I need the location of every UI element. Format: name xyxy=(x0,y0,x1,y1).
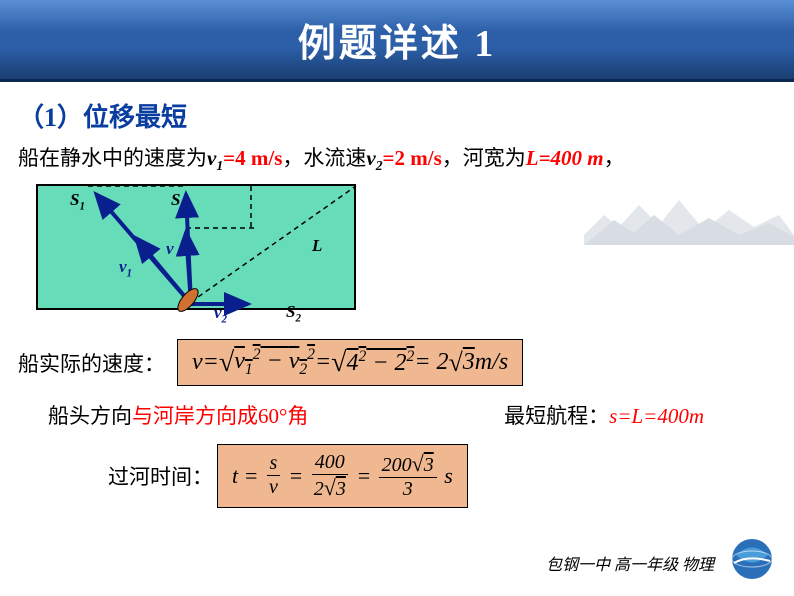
v1-var: v xyxy=(207,146,216,170)
globe-icon xyxy=(728,535,776,583)
content-area: （1）位移最短 船在静水中的速度为v1=4 m/s，水流速v2=2 m/s，河宽… xyxy=(0,82,794,523)
problem-prefix2: 水流速 xyxy=(303,146,366,170)
comma3: ， xyxy=(604,146,625,170)
label-S2: S2 xyxy=(286,302,301,324)
shortest-label: 最短航程： xyxy=(504,404,609,428)
river-diagram: S1 S S2 L v v1 v2 xyxy=(36,184,376,324)
problem-prefix3: 河宽为 xyxy=(463,146,526,170)
label-L: L xyxy=(312,236,322,256)
actual-speed-formula: v = √v12 − v22 = √42 − 22 = 2√3m/s xyxy=(177,339,523,386)
cross-time-line: 过河时间： t = sv = 4002√3 = 200√33 s xyxy=(108,444,776,508)
shortest-distance: 最短航程：s=L=400m xyxy=(504,400,704,430)
v2-value: =2 m/s xyxy=(383,146,442,170)
heading-shortest-line: 船头方向与河岸方向成60°角 最短航程：s=L=400m xyxy=(48,400,776,430)
comma1: ， xyxy=(282,146,303,170)
problem-prefix1: 船在静水中的速度为 xyxy=(18,146,207,170)
L-value: L=400 m xyxy=(526,146,604,170)
header-title: 例题详述 1 xyxy=(298,12,497,67)
heading-angle: 与河岸方向成60°角 xyxy=(132,404,308,428)
problem-statement: 船在静水中的速度为v1=4 m/s，水流速v2=2 m/s，河宽为L=400 m… xyxy=(18,142,776,174)
actual-speed-label: 船实际的速度： xyxy=(18,348,165,378)
footer-bar: 包钢一中 高一年级 物理 xyxy=(0,538,794,588)
v2-var: v xyxy=(366,146,375,170)
shortest-value: s=L=400m xyxy=(609,404,704,428)
comma2: ， xyxy=(442,146,463,170)
cross-time-label: 过河时间： xyxy=(108,461,213,491)
label-v2: v2 xyxy=(214,303,227,325)
heading-prefix: 船头方向 xyxy=(48,404,132,428)
label-v1: v1 xyxy=(119,257,132,279)
mountain-decoration xyxy=(584,185,794,245)
header-bar: 例题详述 1 xyxy=(0,0,794,82)
v1-value: =4 m/s xyxy=(223,146,282,170)
diagram-svg xyxy=(36,184,376,324)
label-S: S xyxy=(171,190,180,210)
label-S1: S1 xyxy=(70,190,85,212)
label-v: v xyxy=(166,239,174,259)
subtitle: （1）位移最短 xyxy=(18,97,776,134)
cross-time-formula: t = sv = 4002√3 = 200√33 s xyxy=(217,444,468,508)
actual-speed-line: 船实际的速度： v = √v12 − v22 = √42 − 22 = 2√3m… xyxy=(18,339,776,386)
v2-sub: 2 xyxy=(376,158,383,173)
footer-text: 包钢一中 高一年级 物理 xyxy=(546,551,714,575)
